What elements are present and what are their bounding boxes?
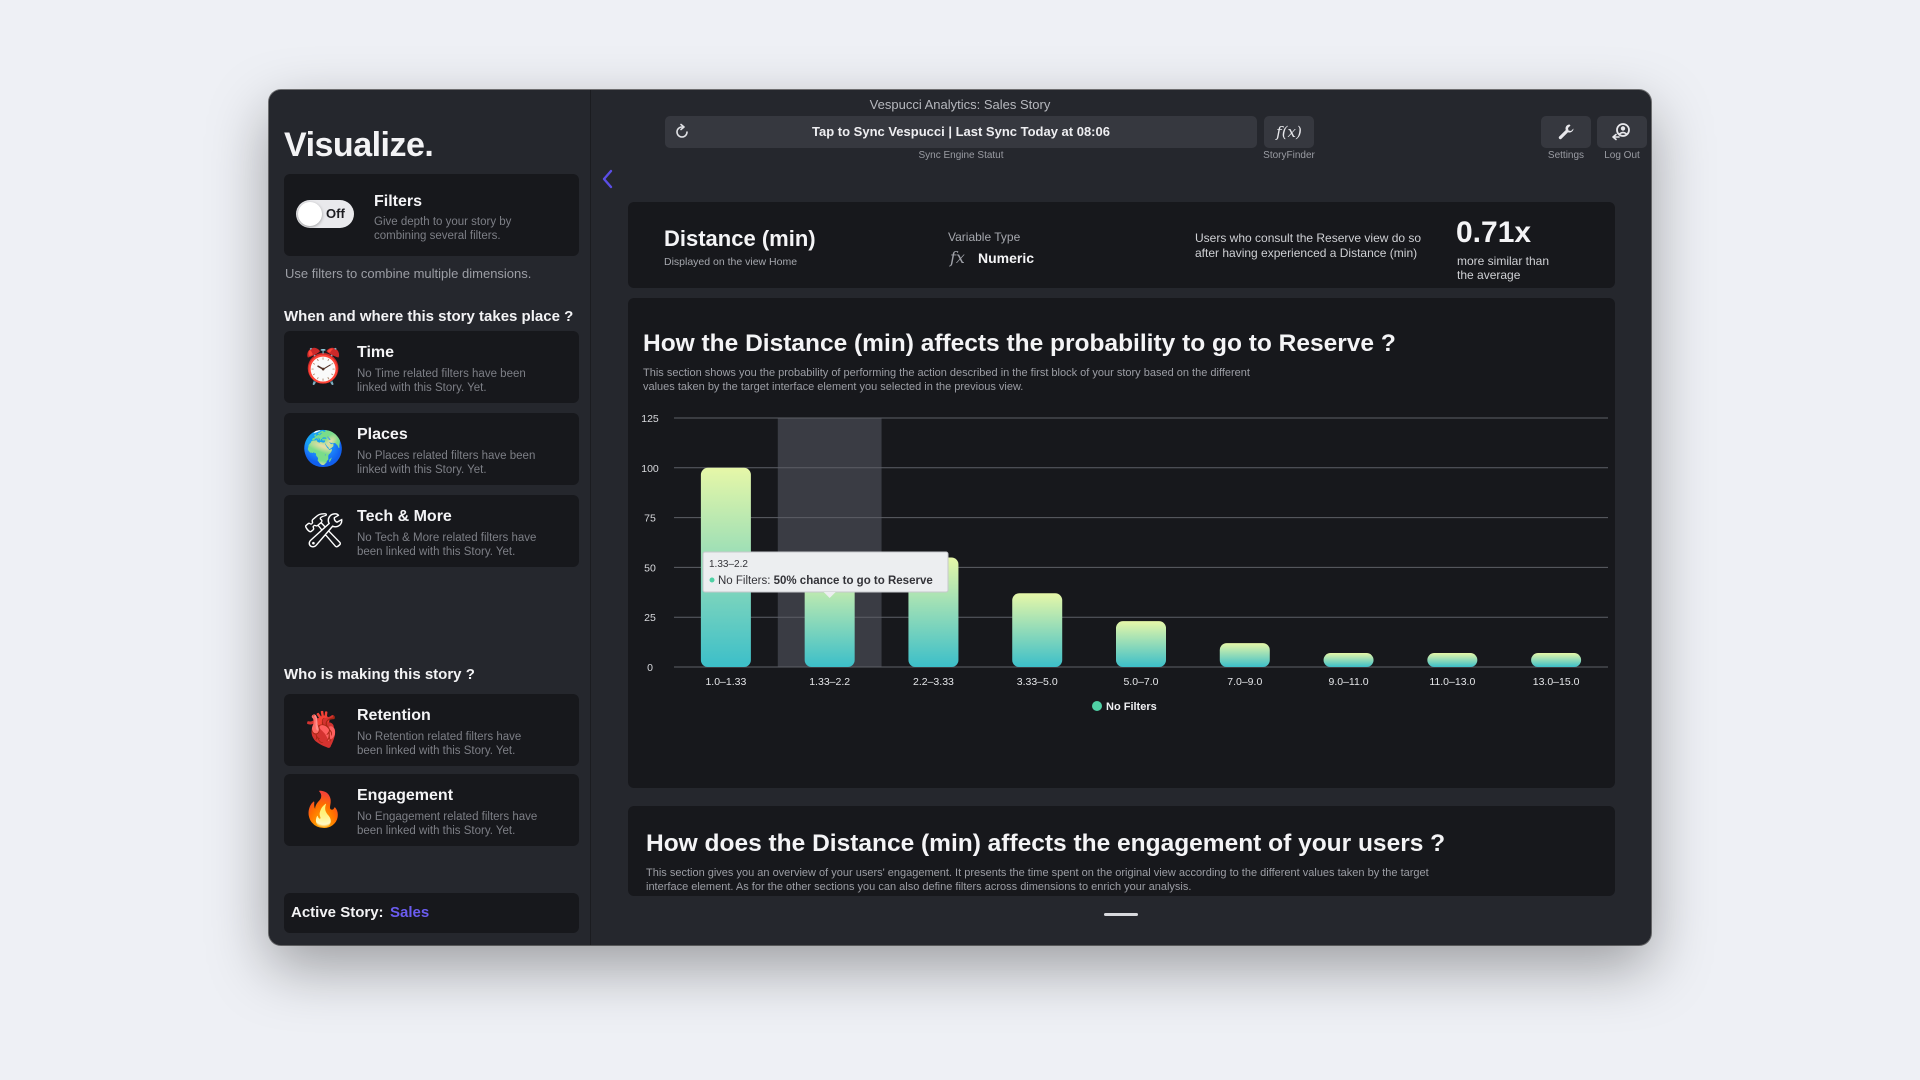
filters-card: Off Filters Give depth to your story by … <box>284 174 579 256</box>
probability-chart-panel: How the Distance (min) affects the proba… <box>628 298 1615 788</box>
chevron-left-icon[interactable] <box>599 168 617 190</box>
x-tick-label: 3.33–5.0 <box>1017 676 1058 688</box>
wrench-icon <box>1558 124 1574 140</box>
refresh-icon <box>676 123 688 138</box>
variable-type-label: Variable Type <box>948 230 1021 244</box>
app-window: Vespucci Analytics: Sales Story Visualiz… <box>269 90 1651 945</box>
logout-caption: Log Out <box>1604 150 1640 161</box>
storyfinder-button[interactable]: f(x) <box>1264 116 1314 148</box>
dimension-title: Engagement <box>357 787 454 804</box>
engagement-panel: How does the Distance (min) affects the … <box>628 806 1615 896</box>
filters-toggle[interactable]: Off <box>296 200 354 228</box>
dimension-card-engagement[interactable]: 🔥 Engagement No Engagement related filte… <box>284 774 579 846</box>
legend-dot <box>1092 701 1102 711</box>
bar[interactable] <box>1427 653 1478 667</box>
settings-button[interactable] <box>1541 116 1591 148</box>
dimension-description: No Engagement related filters have been … <box>357 811 538 837</box>
dimension-description: No Retention related filters have been l… <box>357 731 522 757</box>
x-tick-label: 5.0–7.0 <box>1123 676 1158 688</box>
filters-description: Give depth to your story by combining se… <box>374 216 512 242</box>
dimension-card-retention[interactable]: 🫀 Retention No Retention related filters… <box>284 694 579 766</box>
dimension-card-time[interactable]: ⏰ Time No Time related filters have been… <box>284 331 579 403</box>
dimension-card-places[interactable]: 🌍 Places No Places related filters have … <box>284 413 579 485</box>
dimension-title: Tech & More <box>357 508 452 525</box>
active-story-value[interactable]: Sales <box>390 904 430 921</box>
similarity-caption: more similar than the average <box>1457 254 1550 282</box>
fire-icon: 🔥 <box>302 790 345 830</box>
sidebar: Visualize. Off Filters Give depth to you… <box>269 90 591 945</box>
dimension-title: Time <box>357 344 395 361</box>
bar[interactable] <box>1219 643 1270 667</box>
y-tick-label: 75 <box>644 513 656 525</box>
dimension-description: No Tech & More related filters have been… <box>357 532 537 558</box>
bar[interactable] <box>1531 653 1582 667</box>
similarity-ratio: 0.71x <box>1456 216 1532 249</box>
scroll-indicator[interactable] <box>1104 913 1138 916</box>
function-icon: f(x) <box>1276 123 1302 141</box>
tools-icon: 🛠 <box>302 511 346 551</box>
x-tick-label: 9.0–11.0 <box>1329 676 1369 688</box>
user-logout-icon <box>1612 123 1630 141</box>
who-heading: Who is making this story ? <box>284 666 475 683</box>
dimension-description: No Places related filters have been link… <box>357 450 536 476</box>
window-title: Vespucci Analytics: Sales Story <box>869 97 1051 112</box>
tooltip-series: No Filters: 50% chance to go to Reserve <box>718 575 933 587</box>
alarm-clock-icon: ⏰ <box>302 347 345 387</box>
x-tick-label: 1.33–2.2 <box>809 676 850 688</box>
globe-icon: 🌍 <box>302 429 345 469</box>
y-tick-label: 100 <box>641 463 659 475</box>
x-tick-label: 11.0–13.0 <box>1429 676 1475 688</box>
x-tick-label: 2.2–3.33 <box>913 676 954 688</box>
chart-title: How the Distance (min) affects the proba… <box>643 330 1396 357</box>
sync-status-text: Tap to Sync Vespucci | Last Sync Today a… <box>812 124 1110 139</box>
legend-label[interactable]: No Filters <box>1106 701 1157 713</box>
y-tick-label: 25 <box>644 612 656 624</box>
tooltip-category: 1.33–2.2 <box>709 559 748 570</box>
x-tick-label: 13.0–15.0 <box>1533 676 1580 688</box>
when-where-heading: When and where this story takes place ? <box>284 308 574 325</box>
bar[interactable] <box>1116 621 1166 667</box>
bar[interactable] <box>1323 653 1374 667</box>
toggle-label: Off <box>326 206 345 221</box>
anatomical-heart-icon: 🫀 <box>302 710 345 750</box>
settings-caption: Settings <box>1547 150 1585 161</box>
x-tick-label: 1.0–1.33 <box>705 676 746 688</box>
y-tick-label: 0 <box>647 662 653 674</box>
variable-name: Distance (min) <box>664 226 816 251</box>
variable-header-panel: Distance (min) Displayed on the view Hom… <box>628 202 1615 288</box>
logout-button[interactable] <box>1597 116 1647 148</box>
filters-title: Filters <box>374 193 423 210</box>
insight-text: Users who consult the Reserve view do so… <box>1195 231 1422 260</box>
variable-subtitle: Displayed on the view Home <box>664 256 798 268</box>
storyfinder-caption: StoryFinder <box>1263 150 1315 161</box>
y-tick-label: 50 <box>644 562 656 574</box>
chart-description: This section shows you the probability o… <box>643 367 1250 393</box>
toggle-knob <box>298 202 322 226</box>
tooltip-dot <box>709 577 715 583</box>
y-tick-label: 125 <box>641 413 659 425</box>
bar-chart: 0 25 50 75 100 125 1.0–1.33 1.33–2.2 2.2–3.33 3.3… <box>641 413 1608 713</box>
bar[interactable] <box>1012 593 1063 667</box>
active-story-card[interactable]: Active Story: Sales <box>284 893 579 933</box>
dimension-description: No Time related filters have been linked… <box>357 368 526 394</box>
filters-hint: Use filters to combine multiple dimensio… <box>285 266 532 281</box>
engagement-description: This section gives you an overview of yo… <box>646 867 1429 893</box>
engagement-title: How does the Distance (min) affects the … <box>646 830 1446 857</box>
dimension-card-tech[interactable]: 🛠 Tech & More No Tech & More related fil… <box>284 495 579 567</box>
tooltip-value: 50% chance to go to Reserve <box>774 575 933 587</box>
sync-button[interactable]: Tap to Sync Vespucci | Last Sync Today a… <box>665 116 1257 148</box>
x-tick-label: 7.0–9.0 <box>1227 676 1262 688</box>
function-icon: fx <box>950 248 965 267</box>
sync-caption: Sync Engine Statut <box>918 150 1004 161</box>
variable-type-value: Numeric <box>978 250 1035 266</box>
app-title: Visualize. <box>284 126 434 164</box>
active-story-label: Active Story: <box>291 904 384 921</box>
tooltip-pointer <box>823 592 836 598</box>
dimension-title: Places <box>357 426 408 443</box>
dimension-title: Retention <box>357 707 431 724</box>
